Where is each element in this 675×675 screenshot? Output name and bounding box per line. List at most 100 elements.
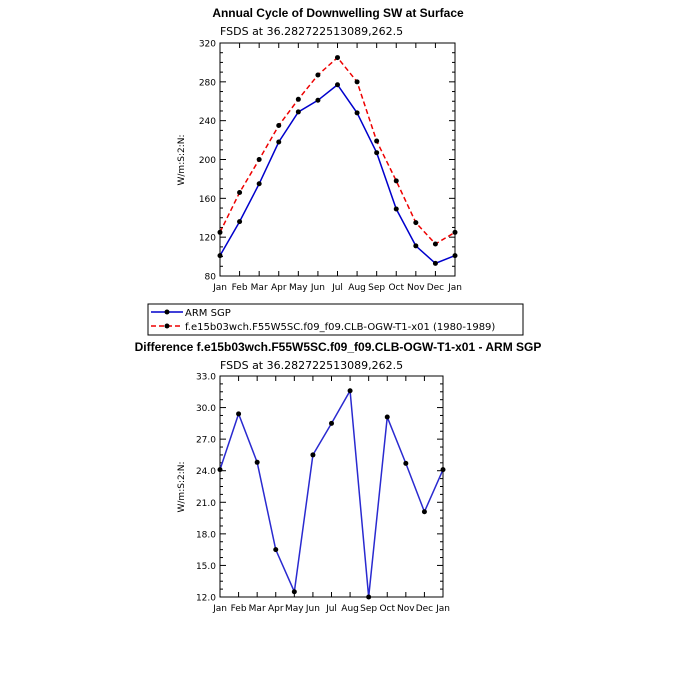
- y-tick-label: 15.0: [196, 562, 216, 572]
- x-tick-label: Jun: [305, 604, 320, 614]
- legend-label-obs: ARM SGP: [185, 308, 231, 319]
- data-point: [354, 79, 360, 85]
- x-tick-label: Jul: [331, 283, 343, 293]
- y-ticks: 12.0 15.0 18.0 21.0 24.0 27.0 30.0 33.0: [196, 373, 443, 604]
- x-tick-label: Oct: [379, 604, 395, 614]
- data-point: [310, 452, 316, 458]
- x-tick-label: May: [285, 604, 304, 614]
- annual-cycle-chart: Annual Cycle of Downwelling SW at Surfac…: [177, 6, 464, 293]
- y-tick-label: 30.0: [196, 404, 216, 414]
- data-point: [393, 206, 399, 212]
- chart-subtitle: FSDS at 36.282722513089,262.5: [220, 359, 403, 372]
- y-tick-label: 240: [199, 117, 216, 127]
- x-tick-label: Dec: [427, 283, 444, 293]
- legend: ARM SGP f.e15b03wch.F55W5SC.f09_f09.CLB-…: [147, 303, 524, 336]
- data-point: [374, 138, 380, 144]
- data-point: [217, 253, 223, 259]
- data-point: [403, 460, 409, 466]
- x-tick-label: Apr: [271, 283, 287, 293]
- data-point: [254, 459, 260, 465]
- x-ticks: Jan Feb Mar Apr May Jun Jul Aug Sep Oct Nov Dec Jan: [212, 376, 450, 614]
- x-tick-label: Nov: [407, 283, 425, 293]
- x-tick-label: Jan: [447, 283, 462, 293]
- x-tick-label: Jan: [212, 604, 227, 614]
- data-point: [276, 139, 282, 145]
- x-tick-label: May: [289, 283, 308, 293]
- data-point: [440, 467, 446, 473]
- data-point: [315, 97, 321, 103]
- data-point: [335, 82, 340, 88]
- x-tick-label: Jul: [325, 604, 337, 614]
- y-axis-label: W/m:S:2:N:: [177, 462, 187, 513]
- y-tick-label: 21.0: [196, 499, 216, 509]
- data-point: [237, 219, 243, 225]
- data-point: [295, 109, 301, 115]
- y-tick-label: 33.0: [196, 373, 216, 383]
- x-tick-label: Nov: [397, 604, 415, 614]
- legend-marker-obs: [164, 309, 170, 315]
- chart-title: Difference f.e15b03wch.F55W5SC.f09_f09.C…: [135, 340, 542, 354]
- data-point: [384, 414, 390, 420]
- data-point: [393, 178, 399, 184]
- x-tick-label: Feb: [231, 604, 247, 614]
- x-tick-label: Jan: [435, 604, 450, 614]
- data-point: [432, 260, 438, 266]
- data-point: [236, 411, 242, 417]
- x-tick-label: Sep: [360, 604, 377, 614]
- data-point: [295, 96, 301, 102]
- data-point: [413, 243, 419, 249]
- x-tick-label: Aug: [341, 604, 359, 614]
- data-point: [335, 55, 340, 61]
- plot-frame: [219, 42, 456, 277]
- y-axis-label: W/m:S:2:N:: [177, 135, 187, 186]
- data-point: [452, 253, 458, 259]
- x-tick-label: Jun: [310, 283, 325, 293]
- data-point: [421, 509, 427, 515]
- data-point: [432, 241, 438, 247]
- series-group: [217, 55, 458, 266]
- y-tick-label: 280: [199, 78, 216, 88]
- data-point: [452, 229, 458, 235]
- data-point: [237, 190, 243, 196]
- series-group: [217, 388, 446, 600]
- data-point: [217, 229, 223, 235]
- y-tick-label: 320: [199, 40, 216, 50]
- x-tick-label: Dec: [416, 604, 433, 614]
- x-tick-label: Mar: [249, 604, 266, 614]
- legend-marker-model: [164, 323, 170, 329]
- difference-chart: Difference f.e15b03wch.F55W5SC.f09_f09.C…: [135, 340, 542, 614]
- y-tick-label: 160: [199, 195, 216, 205]
- legend-label-model: f.e15b03wch.F55W5SC.f09_f09.CLB-OGW-T1-x…: [185, 322, 495, 333]
- y-tick-label: 80: [205, 273, 217, 283]
- chart-subtitle: FSDS at 36.282722513089,262.5: [220, 25, 403, 38]
- y-tick-label: 27.0: [196, 436, 216, 446]
- chart-title: Annual Cycle of Downwelling SW at Surfac…: [212, 6, 464, 20]
- legend-frame: [147, 303, 524, 336]
- series-line-1: [219, 83, 456, 265]
- data-point: [315, 72, 321, 78]
- data-point: [256, 181, 262, 187]
- data-point: [413, 220, 419, 226]
- x-tick-label: Sep: [368, 283, 385, 293]
- plot-frame: [219, 375, 444, 598]
- data-point: [374, 150, 380, 156]
- y-ticks: 80 120 160 200 240 280 320: [199, 40, 455, 283]
- data-point: [366, 594, 372, 600]
- data-point: [273, 547, 279, 553]
- y-tick-label: 24.0: [196, 467, 216, 477]
- y-tick-label: 12.0: [196, 594, 216, 604]
- x-tick-label: Jan: [212, 283, 227, 293]
- x-tick-label: Oct: [388, 283, 404, 293]
- y-tick-label: 120: [199, 234, 216, 244]
- y-tick-label: 18.0: [196, 530, 216, 540]
- data-point: [347, 388, 353, 394]
- data-point: [276, 123, 282, 129]
- x-ticks: Jan Feb Mar Apr May Jun Jul Aug Sep Oct Nov Dec Jan: [212, 43, 462, 293]
- data-point: [329, 420, 334, 426]
- data-point: [256, 157, 262, 162]
- x-tick-label: Apr: [268, 604, 284, 614]
- data-point: [354, 110, 360, 116]
- data-point: [217, 467, 223, 473]
- data-point: [291, 589, 297, 595]
